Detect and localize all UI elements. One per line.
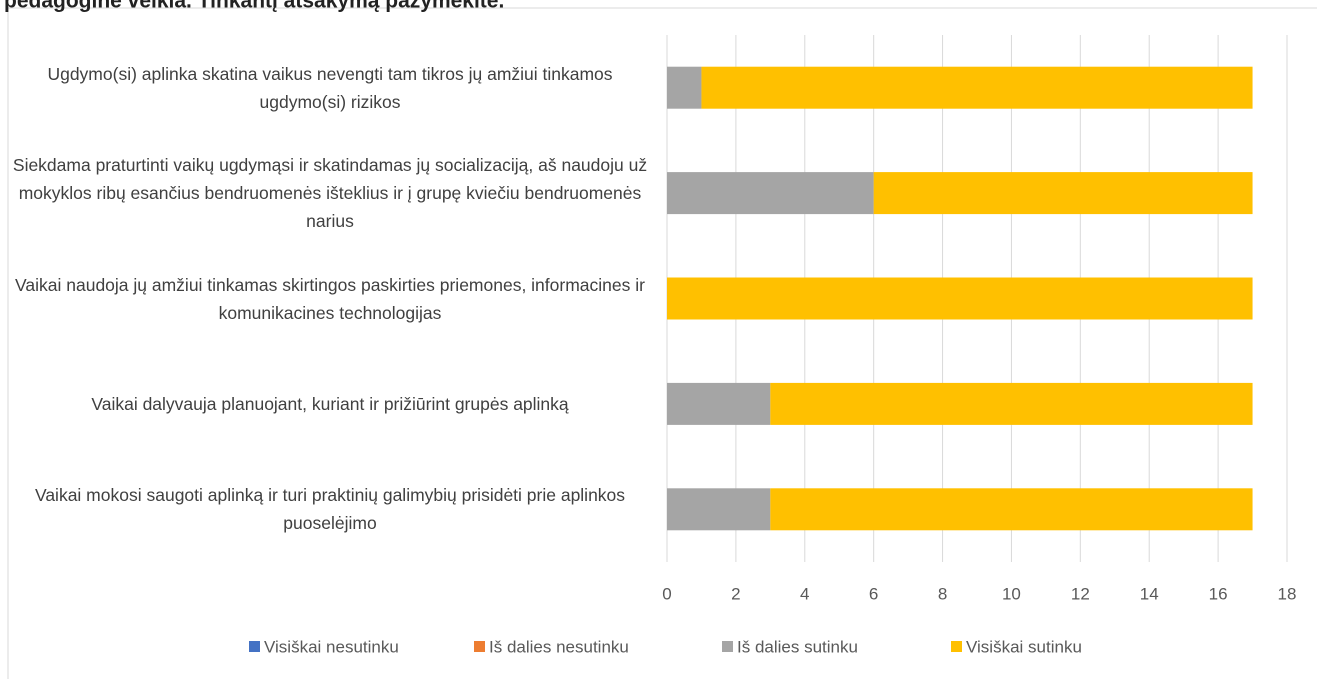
legend-swatch bbox=[722, 641, 733, 652]
legend-label: Visiškai sutinku bbox=[966, 637, 1082, 656]
bar-segment bbox=[667, 382, 771, 425]
x-tick-label: 16 bbox=[1209, 584, 1228, 603]
chart-border bbox=[7, 7, 1317, 679]
x-tick-label: 8 bbox=[938, 584, 947, 603]
chart-title: pedagoginė veikla. Tinkantį atsakymą paž… bbox=[4, 0, 504, 13]
bar-segment bbox=[770, 382, 1253, 425]
y-tick-label: Ugdymo(si) aplinka skatina vaikus neveng… bbox=[47, 63, 613, 112]
legend-swatch bbox=[951, 641, 962, 652]
x-tick-label: 6 bbox=[869, 584, 878, 603]
x-tick-label: 14 bbox=[1140, 584, 1159, 603]
x-tick-label: 12 bbox=[1071, 584, 1090, 603]
bar-segment bbox=[667, 172, 874, 215]
legend-swatch bbox=[249, 641, 260, 652]
bar-segment bbox=[770, 488, 1253, 531]
x-tick-label: 4 bbox=[800, 584, 809, 603]
y-tick-label: Vaikai mokosi saugoti aplinką ir turi pr… bbox=[34, 485, 626, 534]
legend-swatch bbox=[474, 641, 485, 652]
y-tick-label: Vaikai naudoja jų amžiui tinkamas skirti… bbox=[15, 274, 645, 323]
legend-label: Iš dalies sutinku bbox=[737, 637, 858, 656]
legend-label: Visiškai nesutinku bbox=[264, 637, 399, 656]
bar-segment bbox=[667, 488, 771, 531]
x-tick-label: 0 bbox=[662, 584, 671, 603]
bar-segment bbox=[873, 172, 1253, 215]
bar-segment bbox=[667, 277, 1253, 320]
legend-label: Iš dalies nesutinku bbox=[489, 637, 629, 656]
x-tick-label: 10 bbox=[1002, 584, 1021, 603]
y-tick-label: Siekdama praturtinti vaikų ugdymąsi ir s… bbox=[12, 155, 648, 232]
bar-segment bbox=[701, 66, 1253, 109]
x-tick-label: 2 bbox=[731, 584, 740, 603]
y-tick-label: Vaikai dalyvauja planuojant, kuriant ir … bbox=[91, 393, 569, 414]
x-tick-label: 18 bbox=[1278, 584, 1297, 603]
bar-segment bbox=[667, 66, 702, 109]
